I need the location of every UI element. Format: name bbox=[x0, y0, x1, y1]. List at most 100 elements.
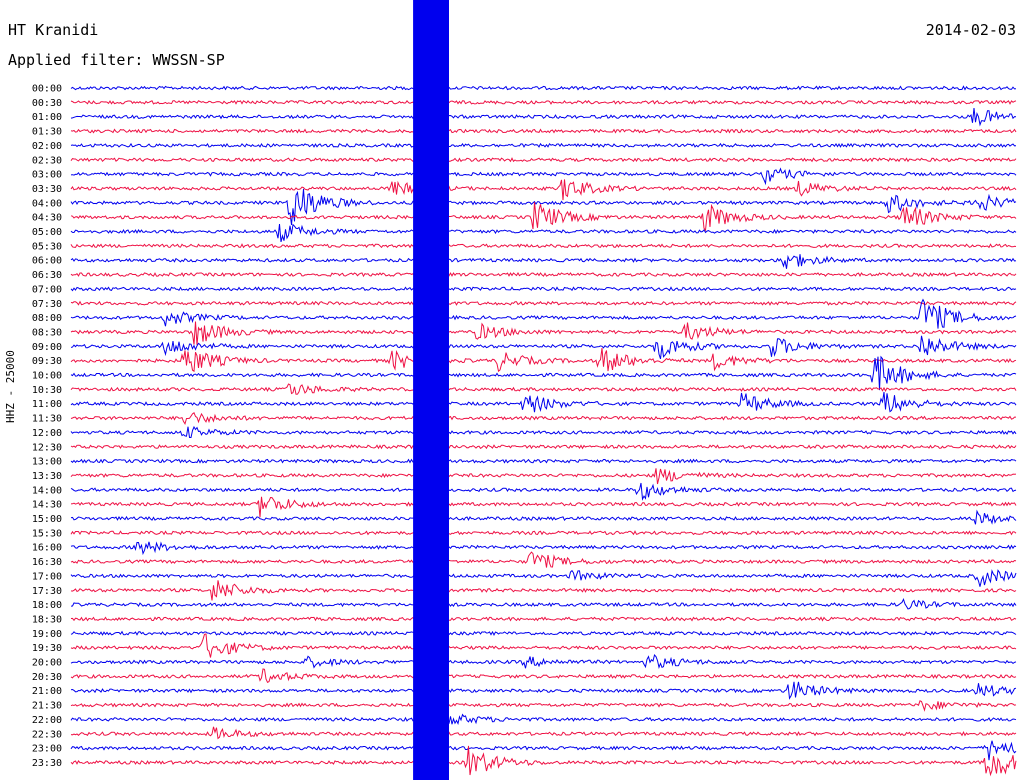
trace-line bbox=[70, 391, 1017, 413]
time-tick-label: 21:00 bbox=[32, 686, 62, 697]
trace-line bbox=[70, 286, 1017, 292]
time-tick-label: 12:00 bbox=[32, 428, 62, 439]
trace-line bbox=[70, 726, 1017, 740]
time-tick-label: 02:30 bbox=[32, 155, 62, 166]
time-tick-label: 18:30 bbox=[32, 614, 62, 625]
time-tick-label: 00:30 bbox=[32, 98, 62, 109]
trace-line bbox=[70, 298, 1017, 329]
trace-line bbox=[70, 713, 1017, 725]
time-tick-label: 08:30 bbox=[32, 327, 62, 338]
time-tick-label: 04:00 bbox=[32, 198, 62, 209]
trace-line bbox=[70, 85, 1017, 91]
trace-line bbox=[70, 541, 1017, 556]
time-tick-label: 11:30 bbox=[32, 414, 62, 425]
trace-line bbox=[70, 633, 1017, 658]
trace-line bbox=[70, 412, 1016, 426]
trace-line bbox=[70, 383, 1017, 395]
trace-line bbox=[70, 630, 1017, 637]
trace-line bbox=[70, 700, 1017, 712]
time-tick-label: 03:00 bbox=[32, 170, 62, 181]
trace-line bbox=[70, 468, 1017, 485]
trace-line bbox=[70, 745, 1017, 777]
trace-line bbox=[70, 348, 1017, 373]
time-tick-label: 14:00 bbox=[32, 485, 62, 496]
trace-line bbox=[70, 551, 1017, 568]
time-tick-label: 15:30 bbox=[32, 528, 62, 539]
trace-line bbox=[70, 107, 1017, 127]
time-tick-label: 23:30 bbox=[32, 758, 62, 769]
station-title: HT Kranidi bbox=[8, 21, 99, 39]
trace-line bbox=[70, 509, 1017, 525]
filter-label: Applied filter: WWSSN-SP bbox=[8, 51, 225, 69]
time-tick-label: 13:30 bbox=[32, 471, 62, 482]
trace-line bbox=[70, 157, 1017, 163]
trace-line bbox=[70, 254, 1017, 269]
time-tick-label: 10:00 bbox=[32, 371, 62, 382]
time-tick-label: 07:00 bbox=[32, 284, 62, 295]
time-tick-label: 08:00 bbox=[32, 313, 62, 324]
time-tick-label: 01:00 bbox=[32, 112, 62, 123]
trace-group bbox=[70, 0, 1017, 780]
time-tick-label: 21:30 bbox=[32, 701, 62, 712]
time-tick-label: 19:30 bbox=[32, 643, 62, 654]
trace-line bbox=[70, 653, 1017, 669]
time-tick-label: 20:00 bbox=[32, 658, 62, 669]
time-tick-label: 05:00 bbox=[32, 227, 62, 238]
trace-line bbox=[70, 188, 1017, 225]
trace-line bbox=[70, 740, 1017, 761]
trace-line bbox=[70, 597, 1017, 610]
time-tick-label: 15:00 bbox=[32, 514, 62, 525]
trace-line bbox=[70, 223, 1017, 243]
trace-line bbox=[70, 569, 1017, 587]
trace-line bbox=[70, 99, 1017, 105]
time-tick-label: 09:30 bbox=[32, 356, 62, 367]
time-tick-label: 16:00 bbox=[32, 543, 62, 554]
time-tick-label: 20:30 bbox=[32, 672, 62, 683]
time-tick-label: 17:30 bbox=[32, 586, 62, 597]
saturated-signal-block bbox=[413, 0, 449, 780]
time-tick-label: 04:30 bbox=[32, 213, 62, 224]
plot-date: 2014-02-03 bbox=[925, 21, 1016, 39]
trace-line bbox=[70, 142, 1017, 148]
time-tick-label: 10:30 bbox=[32, 385, 62, 396]
trace-line bbox=[70, 202, 1017, 232]
trace-line bbox=[70, 681, 1017, 700]
trace-line bbox=[70, 482, 1017, 501]
trace-line bbox=[70, 272, 1017, 278]
trace-line bbox=[70, 300, 1017, 306]
trace-line bbox=[70, 335, 1017, 360]
time-tick-label: 19:00 bbox=[32, 629, 62, 640]
trace-line bbox=[70, 530, 1017, 536]
time-tick-label: 06:00 bbox=[32, 256, 62, 267]
time-tick-label: 12:30 bbox=[32, 442, 62, 453]
trace-line bbox=[70, 128, 1017, 134]
time-tick-label: 22:30 bbox=[32, 729, 62, 740]
time-tick-label: 17:00 bbox=[32, 571, 62, 582]
trace-line bbox=[70, 616, 1017, 622]
time-tick-label: 23:00 bbox=[32, 744, 62, 755]
time-tick-label: 01:30 bbox=[32, 127, 62, 138]
trace-line bbox=[70, 425, 1017, 438]
time-tick-label: 11:00 bbox=[32, 399, 62, 410]
trace-line bbox=[70, 668, 1017, 683]
time-tick-label: 03:30 bbox=[32, 184, 62, 195]
time-tick-label: 09:00 bbox=[32, 342, 62, 353]
time-tick-label: 14:30 bbox=[32, 500, 62, 511]
trace-line bbox=[70, 321, 1017, 345]
time-tick-label: 22:00 bbox=[32, 715, 62, 726]
time-tick-label: 06:30 bbox=[32, 270, 62, 281]
trace-line bbox=[70, 444, 1017, 450]
time-tick-label: 02:00 bbox=[32, 141, 62, 152]
trace-line bbox=[70, 355, 1017, 391]
time-tick-label: 18:00 bbox=[32, 600, 62, 611]
time-tick-label: 13:00 bbox=[32, 457, 62, 468]
tick-label-group: 00:00 00:30 01:00 01:30 02:00 02:30 03:00 03:30… bbox=[32, 84, 62, 769]
trace-line bbox=[70, 580, 1017, 601]
time-tick-label: 07:30 bbox=[32, 299, 62, 310]
trace-line bbox=[70, 458, 1017, 464]
trace-line bbox=[70, 179, 1017, 201]
time-tick-label: 05:30 bbox=[32, 241, 62, 252]
time-tick-label: 16:30 bbox=[32, 557, 62, 568]
trace-line bbox=[70, 496, 1017, 518]
